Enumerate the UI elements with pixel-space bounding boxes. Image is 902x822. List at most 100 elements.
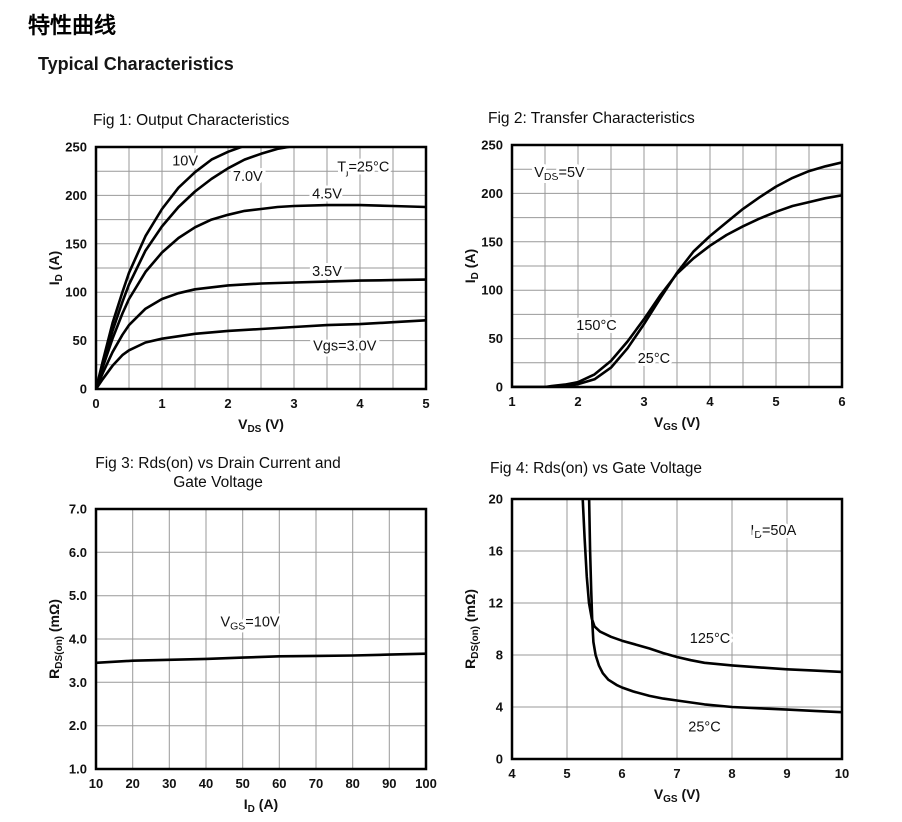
plot-border (94, 507, 428, 771)
x-tick-label: 3 (290, 396, 297, 411)
y-tick-label: 250 (481, 137, 503, 152)
curve-fig2-series-1 (512, 161, 842, 387)
y-axis-label: ID (A) (46, 251, 65, 285)
curve-fig1-series-4 (96, 318, 426, 389)
x-tick-label: 70 (309, 776, 323, 791)
y-tick-label: 20 (489, 491, 503, 506)
chart-title-fig2: Fig 2: Transfer Characteristics (488, 110, 695, 127)
plot-border (510, 143, 844, 389)
curve-label: 25°C (638, 351, 670, 367)
x-tick-label: 5 (422, 396, 429, 411)
x-tick-label: 4 (706, 394, 714, 409)
y-tick-label: 4 (496, 699, 504, 714)
curve-label: 10V (172, 154, 198, 170)
x-tick-label: 9 (783, 766, 790, 781)
y-tick-label: 6.0 (69, 545, 87, 560)
y-tick-label: 50 (73, 333, 87, 348)
chart-card-fig2: Fig 2: Transfer Characteristics 1 2 3 4 5 6 0 5… (456, 110, 866, 440)
y-tick-label: 1.0 (69, 761, 87, 776)
x-tick-label: 5 (563, 766, 570, 781)
y-tick-label: 2.0 (69, 718, 87, 733)
curve-fig1-series-2 (96, 203, 426, 389)
curve-fig3-series-0 (96, 652, 426, 664)
y-tick-label: 7.0 (69, 501, 87, 516)
curve-fig4-series-1 (587, 498, 842, 714)
y-tick-label: 50 (489, 331, 503, 346)
x-tick-label: 60 (272, 776, 286, 791)
plot-border (510, 497, 844, 761)
chart-card-fig3: Fig 3: Rds(on) vs Drain Current and Gate… (40, 455, 440, 822)
y-tick-label: 150 (481, 234, 503, 249)
x-tick-label: 6 (838, 394, 845, 409)
curve-fig1-series-1 (96, 146, 296, 389)
x-tick-label: 3 (640, 394, 647, 409)
curve-fig1-series-0 (96, 146, 245, 389)
y-tick-label: 200 (65, 188, 87, 203)
chart-fig2-transfer-characteristics: 1 2 3 4 5 6 0 50 100 150 200 250 VGS (V) ID (A) VDS=5V… (462, 137, 846, 433)
annotation: Tj=25°C (337, 159, 389, 177)
y-tick-label: 3.0 (69, 675, 87, 690)
annotation: VDS=5V (534, 165, 585, 183)
annotation: VGS=10V (220, 615, 279, 633)
x-tick-label: 8 (728, 766, 735, 781)
page-title-chinese: 特性曲线 (28, 13, 117, 38)
curve-label: 25°C (688, 719, 720, 735)
x-tick-label: 80 (345, 776, 359, 791)
y-axis-label: RDS(on) (mΩ) (462, 589, 481, 669)
x-tick-label: 7 (673, 766, 680, 781)
x-tick-label: 2 (224, 396, 231, 411)
x-axis-label: VGS (V) (654, 414, 700, 433)
x-tick-label: 100 (415, 776, 437, 791)
chart-fig3-rdson-vs-drain-current: 10 20 30 40 50 60 70 80 90 100 1.0 2.0 3.0 4.0 5.0 6.0 7… (46, 501, 437, 815)
x-tick-label: 20 (125, 776, 139, 791)
curve-label: 125°C (690, 631, 730, 647)
x-tick-label: 6 (618, 766, 625, 781)
grid-lines (512, 498, 842, 759)
x-tick-label: 1 (158, 396, 165, 411)
x-tick-label: 40 (199, 776, 213, 791)
curve-label: 150°C (576, 318, 616, 334)
curve-label: 7.0V (233, 169, 263, 185)
plot-border (94, 145, 428, 391)
y-tick-label: 5.0 (69, 588, 87, 603)
curve-label: 4.5V (312, 186, 342, 202)
x-axis-label: ID (A) (244, 796, 278, 815)
chart-title-fig4: Fig 4: Rds(on) vs Gate Voltage (490, 460, 702, 477)
chart-title-fig1: Fig 1: Output Characteristics (93, 112, 290, 129)
x-tick-label: 90 (382, 776, 396, 791)
page-title-english: Typical Characteristics (38, 54, 234, 74)
y-tick-label: 100 (65, 285, 87, 300)
x-tick-label: 10 (835, 766, 849, 781)
x-tick-label: 2 (574, 394, 581, 409)
x-tick-label: 30 (162, 776, 176, 791)
chart-card-fig4: Fig 4: Rds(on) vs Gate Voltage 4 5 6 7 8 9 10 0… (456, 460, 856, 812)
grid-lines (96, 508, 426, 769)
curve-fig4-series-0 (581, 498, 842, 674)
y-axis-label: RDS(on) (mΩ) (46, 599, 65, 679)
annotation: ID=50A (750, 523, 796, 541)
y-tick-label: 8 (496, 647, 503, 662)
curve-label: Vgs=3.0V (313, 338, 377, 354)
chart-title-fig3: Fig 3: Rds(on) vs Drain Current and Gate… (95, 455, 341, 491)
curve-fig1-series-3 (96, 278, 426, 389)
y-tick-label: 100 (481, 283, 503, 298)
x-tick-label: 0 (92, 396, 99, 411)
y-tick-label: 0 (80, 381, 87, 396)
y-tick-label: 0 (496, 751, 503, 766)
x-tick-label: 4 (508, 766, 516, 781)
x-axis-label: VDS (V) (238, 416, 284, 435)
chart-card-fig1: Fig 1: Output Characteristics 0 1 2 3 4 5 0 50 1… (40, 112, 440, 442)
x-tick-label: 5 (772, 394, 779, 409)
grid-lines (96, 146, 426, 389)
x-tick-label: 10 (89, 776, 103, 791)
grid-lines (512, 144, 842, 387)
y-tick-label: 12 (489, 595, 503, 610)
x-tick-label: 50 (235, 776, 249, 791)
x-axis-label: VGS (V) (654, 786, 700, 805)
x-tick-label: 4 (356, 396, 364, 411)
y-tick-label: 150 (65, 236, 87, 251)
y-tick-label: 200 (481, 186, 503, 201)
y-tick-label: 4.0 (69, 631, 87, 646)
